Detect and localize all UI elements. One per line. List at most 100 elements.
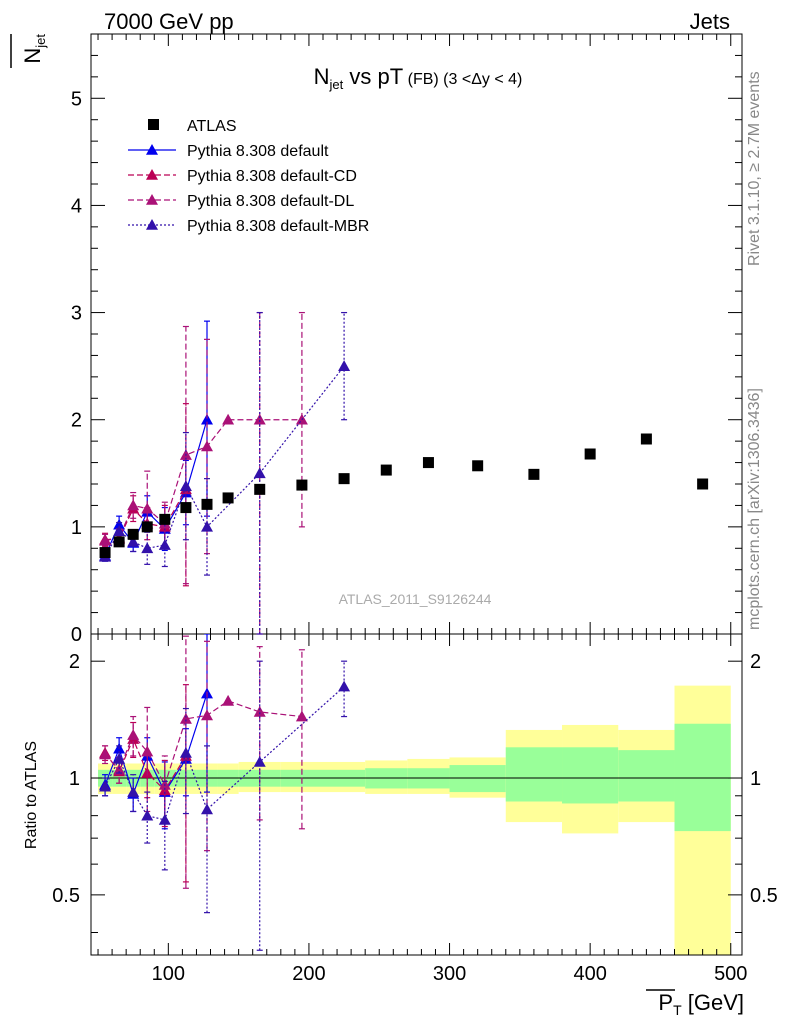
watermark: ATLAS_2011_S9126244: [339, 591, 492, 607]
x-axis-label: PT [GeV]: [658, 990, 744, 1018]
series-line: [104, 365, 345, 558]
ratio-point: [113, 763, 126, 775]
x-tick-label: 100: [152, 963, 185, 985]
atlas-point: [422, 457, 434, 469]
ratio-point: [338, 680, 351, 692]
lower-y-label: Ratio to ATLAS: [23, 741, 40, 849]
data-point: [253, 413, 266, 425]
ratio-band-inner: [674, 723, 731, 832]
series-2-upper: [99, 311, 308, 635]
y-tick-label: 4: [71, 195, 82, 217]
data-point: [200, 440, 213, 452]
legend-label: Pythia 8.308 default-DL: [187, 193, 354, 210]
atlas-point: [159, 513, 171, 525]
ratio-y-tick-label-right: 1: [750, 768, 761, 790]
ratio-point: [222, 694, 235, 706]
ratio-y-tick-label: 1: [69, 768, 80, 790]
ratio-point: [200, 709, 213, 721]
ratio-line: [104, 700, 302, 787]
ratio-point: [179, 747, 192, 758]
upper-y-label: Njet: [20, 34, 48, 64]
atlas-point: [528, 468, 540, 480]
data-point: [158, 539, 171, 550]
plot-title: Njet vs pT (FB) (3 <Δy < 4): [314, 64, 523, 92]
x-tick-label: 200: [292, 963, 325, 985]
data-point: [338, 360, 351, 371]
data-point: [127, 499, 140, 511]
ratio-point: [253, 755, 266, 767]
atlas-point: [180, 502, 192, 514]
legend-label: ATLAS: [187, 118, 237, 135]
data-point: [113, 518, 126, 530]
ratio-point: [295, 710, 308, 722]
ratio-point: [253, 705, 266, 717]
atlas-point: [697, 478, 709, 490]
data-point: [141, 542, 154, 554]
series-1-upper: [99, 403, 192, 587]
atlas-point: [99, 547, 111, 559]
atlas-point: [201, 498, 213, 510]
y-tick-label: 0: [71, 624, 82, 646]
ratio-y-tick-label-right: 0.5: [750, 885, 778, 907]
data-point: [200, 520, 213, 532]
ratio-y-tick-label: 2: [69, 651, 80, 673]
data-point: [99, 534, 112, 546]
ratio-band-inner: [618, 750, 675, 802]
legend-label: Pythia 8.308 default-CD: [187, 168, 357, 185]
y-tick-label: 3: [71, 303, 82, 325]
data-point: [200, 413, 213, 425]
atlas-point: [141, 521, 153, 533]
data-point: [253, 467, 266, 479]
ratio-point: [179, 712, 192, 724]
legend-label: Pythia 8.308 default: [187, 143, 329, 160]
atlas-point: [380, 464, 392, 476]
y-tick-label: 2: [71, 410, 82, 432]
legend-marker-atlas: [148, 119, 159, 130]
ratio-point: [113, 752, 126, 764]
ratio-band-inner: [505, 747, 563, 802]
atlas-point: [472, 460, 484, 472]
ratio-y-tick-label: 0.5: [52, 885, 80, 907]
ratio-point: [99, 780, 112, 792]
data-point: [113, 525, 126, 536]
atlas-point: [640, 433, 652, 445]
series-line: [104, 419, 302, 542]
atlas-point: [254, 483, 266, 495]
ratio-point: [200, 803, 213, 815]
x-tick-label: 500: [714, 963, 747, 985]
ratio-point: [99, 748, 112, 760]
ratio-band-group: [98, 685, 731, 955]
atlas-point: [296, 479, 308, 491]
ratio-line: [104, 686, 345, 821]
ratio-point: [141, 809, 154, 821]
header-right: Jets: [689, 9, 730, 34]
ratio-point: [127, 786, 140, 797]
legend-marker: [146, 144, 158, 155]
atlas-point: [222, 492, 234, 504]
data-point: [222, 413, 235, 425]
ratio-point: [127, 729, 140, 740]
data-point: [179, 480, 192, 491]
series-3-ratio: [99, 660, 351, 951]
atlas-point: [584, 448, 596, 460]
header-left: 7000 GeV pp: [104, 9, 234, 34]
x-tick-label: 300: [433, 963, 466, 985]
atlas-point: [113, 536, 125, 548]
y-tick-label: 1: [71, 517, 82, 539]
series-0-ratio: [99, 634, 213, 830]
data-point: [141, 502, 154, 514]
series-3-upper: [99, 311, 351, 635]
ratio-band-inner: [562, 747, 619, 804]
lower-frame: [90, 633, 743, 956]
atlas-point: [127, 528, 139, 540]
ratio-point: [141, 745, 154, 757]
legend: [128, 119, 176, 230]
ratio-y-tick-label-right: 2: [750, 651, 761, 673]
atlas-point: [338, 473, 350, 485]
ratio-point: [158, 813, 171, 825]
x-tick-label: 400: [573, 963, 606, 985]
atlas-points: [99, 433, 709, 559]
legend-marker: [146, 219, 158, 230]
y-tick-label: 5: [71, 88, 82, 110]
